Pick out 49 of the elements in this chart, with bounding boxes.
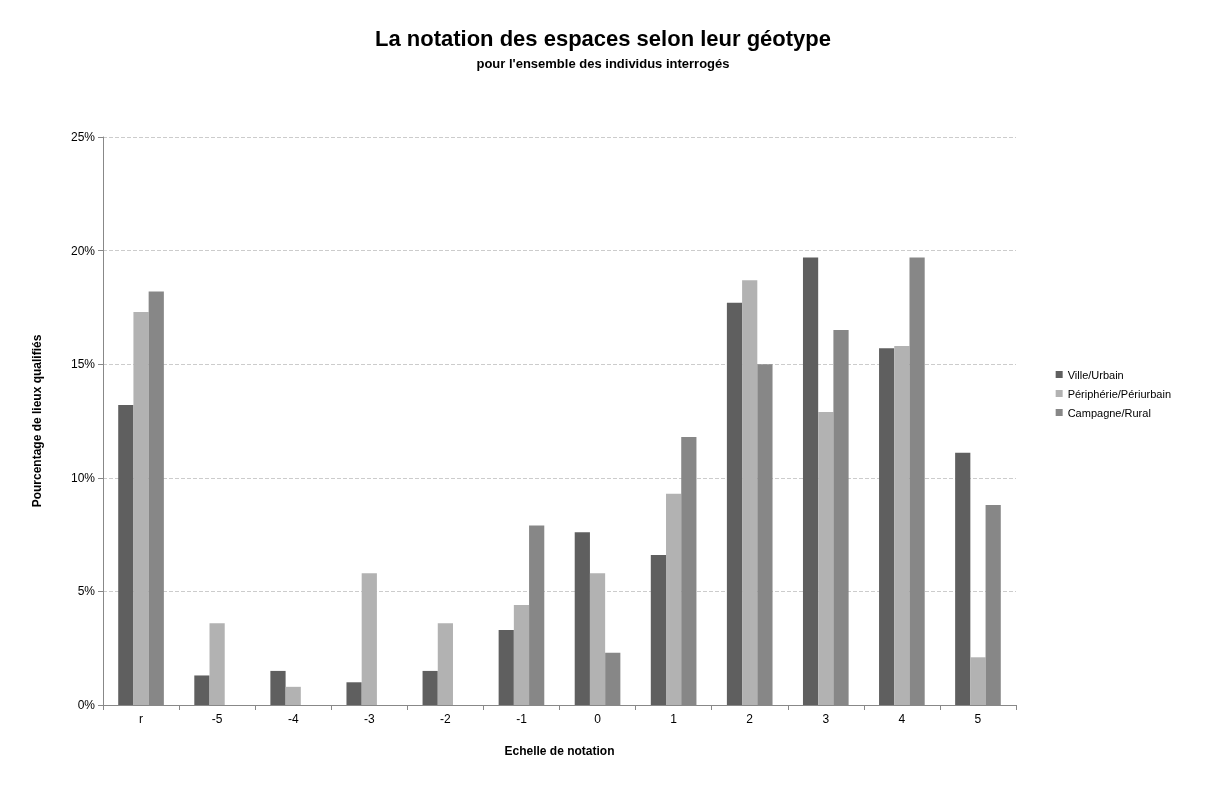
bar xyxy=(513,605,530,705)
bar xyxy=(422,670,438,705)
bar xyxy=(361,573,377,705)
bar xyxy=(498,630,514,705)
x-tick-label: 4 xyxy=(898,712,906,726)
legend-label: Ville/Urbain xyxy=(1067,368,1124,381)
x-tick-label: -5 xyxy=(211,712,223,726)
y-tick-label: 25% xyxy=(70,130,96,144)
y-tick-label: 10% xyxy=(70,470,96,485)
bar xyxy=(209,623,225,705)
bar xyxy=(955,452,971,705)
chart-title: La notation des espaces selon leur géotype xyxy=(374,25,832,51)
y-tick-label: 5% xyxy=(77,584,96,599)
legend-label: Périphérie/Périurbain xyxy=(1067,387,1172,400)
bar xyxy=(589,573,606,705)
y-tick-label: 20% xyxy=(70,243,96,258)
y-tick-label: 0% xyxy=(77,698,96,712)
x-tick-label: 2 xyxy=(746,712,754,726)
bar xyxy=(574,532,590,705)
x-tick-label: -2 xyxy=(440,712,452,726)
bar xyxy=(118,405,134,705)
bar xyxy=(742,280,758,705)
bar xyxy=(133,311,149,705)
x-tick-label: -1 xyxy=(516,712,528,726)
bar xyxy=(726,302,743,705)
bar xyxy=(437,623,453,705)
bar xyxy=(194,675,210,705)
bar xyxy=(270,670,286,705)
x-tick-label: -3 xyxy=(363,712,375,726)
bar xyxy=(802,257,819,705)
y-axis-title: Pourcentage de lieux qualifiés xyxy=(30,334,44,508)
x-tick-label: 0 xyxy=(594,712,602,726)
x-tick-label: 5 xyxy=(974,712,982,726)
bar xyxy=(285,686,301,705)
bar xyxy=(650,555,667,705)
bar xyxy=(894,346,910,705)
x-tick-label: 3 xyxy=(822,712,830,726)
x-tick-label: 1 xyxy=(670,712,678,726)
bar xyxy=(666,493,682,705)
bar xyxy=(970,657,986,705)
bar xyxy=(818,411,834,705)
bar xyxy=(879,348,895,705)
y-tick-label: 15% xyxy=(70,357,96,372)
chart-subtitle: pour l'ensemble des individus interrogés xyxy=(476,56,730,71)
x-axis-title: Echelle de notation xyxy=(504,744,615,758)
x-tick-label: -4 xyxy=(287,712,299,726)
bar xyxy=(346,682,362,705)
legend-label: Campagne/Rural xyxy=(1067,406,1151,419)
x-tick-label: r xyxy=(139,712,144,726)
